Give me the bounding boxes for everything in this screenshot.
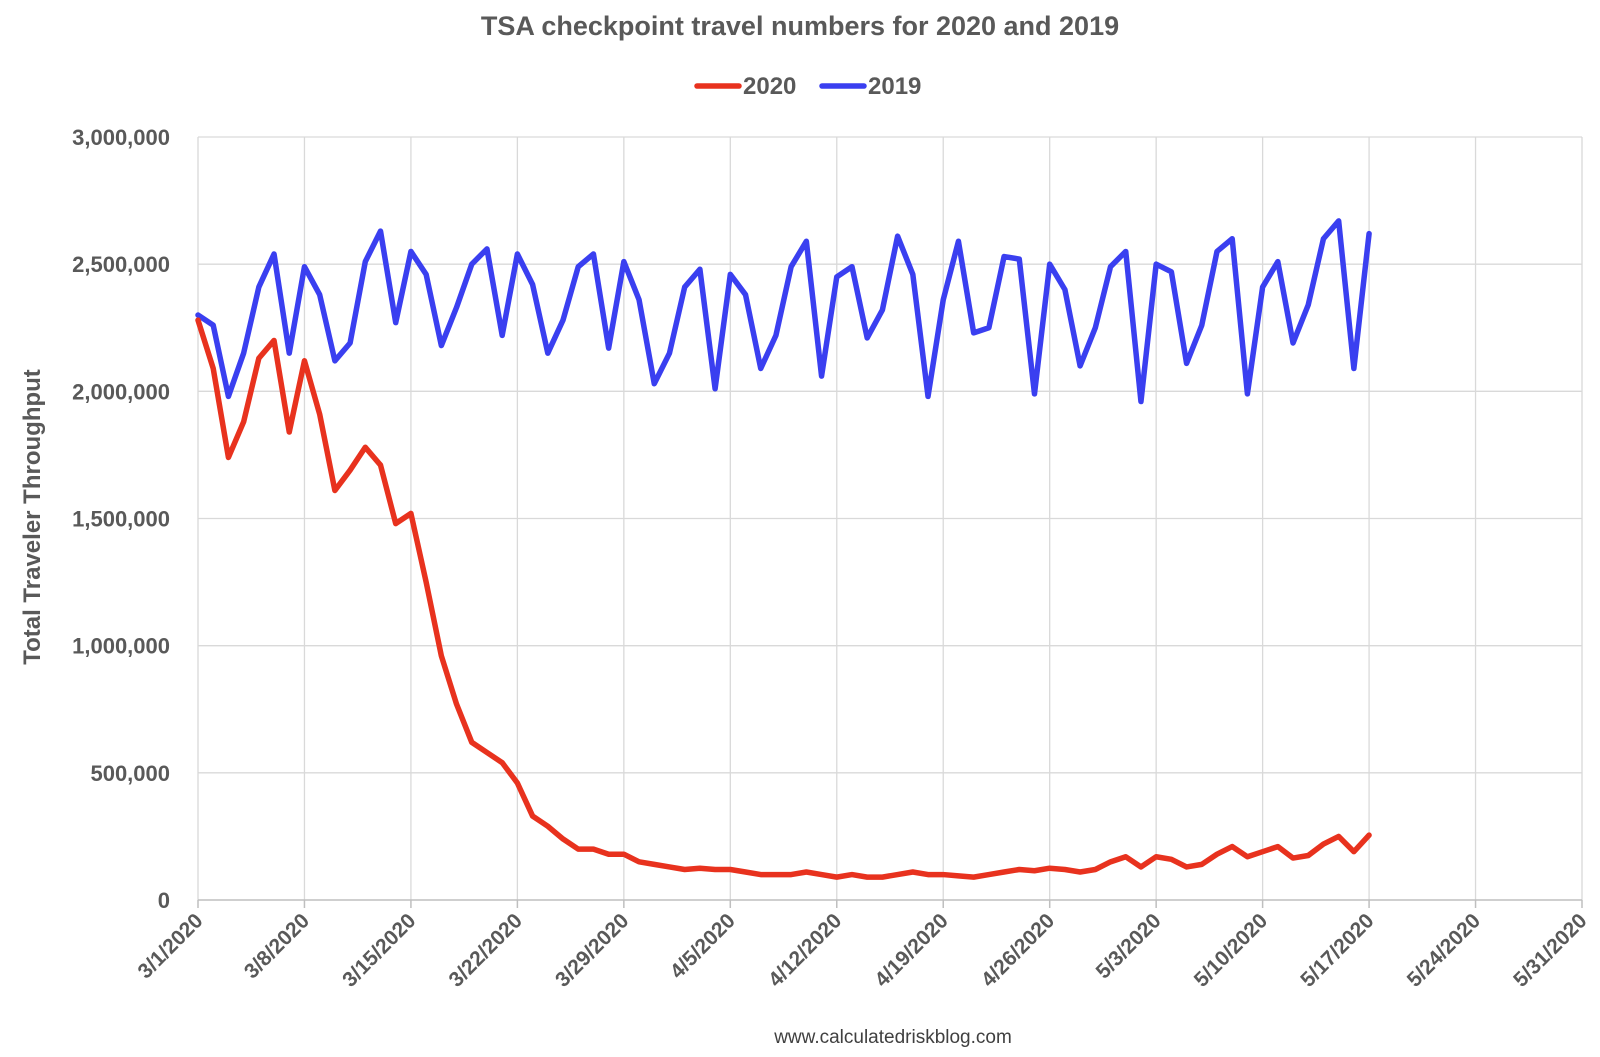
x-tick-label: 5/31/2020 xyxy=(1509,909,1591,991)
y-tick-label: 1,500,000 xyxy=(72,507,170,532)
x-tick-label: 4/5/2020 xyxy=(666,909,740,983)
y-tick-label: 1,000,000 xyxy=(72,634,170,659)
x-tick-label: 5/17/2020 xyxy=(1296,909,1378,991)
x-tick-label: 3/22/2020 xyxy=(445,909,527,991)
axis-layer xyxy=(197,899,1583,908)
legend-label-2019: 2019 xyxy=(868,73,921,100)
y-tick-label: 500,000 xyxy=(90,761,170,786)
chart-title: TSA checkpoint travel numbers for 2020 a… xyxy=(481,11,1119,41)
legend-label-2020: 2020 xyxy=(743,73,796,100)
x-tick-label: 4/26/2020 xyxy=(977,909,1059,991)
x-tick-label: 3/15/2020 xyxy=(338,909,420,991)
y-tick-label: 2,500,000 xyxy=(72,252,170,277)
legend: 2020 2019 xyxy=(694,73,921,100)
y-tick-label: 3,000,000 xyxy=(72,125,170,150)
y-axis-label: Total Traveler Throughput xyxy=(19,369,46,665)
series-line-2019 xyxy=(195,218,1372,405)
y-tick-label: 0 xyxy=(158,888,170,913)
x-tick-label: 4/12/2020 xyxy=(764,909,846,991)
x-tick-label: 4/19/2020 xyxy=(870,909,952,991)
series-layer xyxy=(195,218,1372,880)
x-tick-label: 3/29/2020 xyxy=(551,909,633,991)
label-layer: 0 500,000 1,000,000 1,500,000 2,000,000 2,500… xyxy=(72,125,1591,992)
x-tick-label: 5/24/2020 xyxy=(1403,909,1485,991)
x-tick-label: 5/10/2020 xyxy=(1190,909,1272,991)
x-tick-label: 3/1/2020 xyxy=(133,909,207,983)
series-line-2020 xyxy=(195,317,1372,880)
x-tick-label: 5/3/2020 xyxy=(1092,909,1166,983)
y-tick-label: 2,000,000 xyxy=(72,379,170,404)
x-tick-label: 3/8/2020 xyxy=(240,909,314,983)
source-credit: www.calculatedriskblog.com xyxy=(773,1027,1012,1048)
